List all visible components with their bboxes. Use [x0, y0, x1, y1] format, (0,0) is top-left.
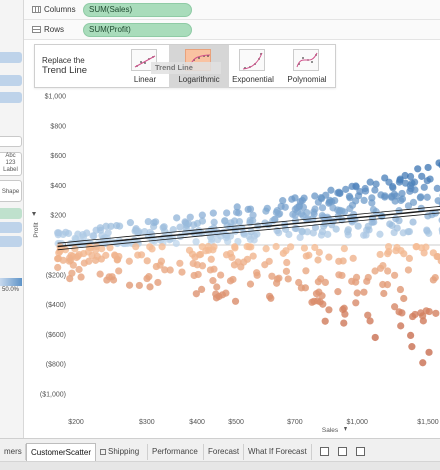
trend-option-linear[interactable]: Linear [115, 45, 175, 88]
sheet-icon [100, 449, 106, 455]
marks-pill[interactable] [0, 236, 22, 247]
trend-option-label: Exponential [232, 75, 274, 84]
rows-shelf[interactable]: Rows SUM(Profit) [24, 20, 440, 40]
columns-pill[interactable]: SUM(Sales) [83, 3, 192, 17]
tab-customer-scatter[interactable]: CustomerScatter [26, 443, 96, 461]
legend-max-label: 50.0% [2, 287, 20, 293]
trend-option-label: Linear [133, 75, 157, 84]
side-panel-field[interactable] [0, 52, 22, 63]
tab-shipping[interactable]: Shipping [96, 444, 148, 460]
marks-pill[interactable] [0, 208, 22, 219]
tab-customers[interactable]: mers [0, 444, 26, 460]
status-bar [0, 461, 440, 470]
columns-icon [32, 6, 41, 13]
rows-pill[interactable]: SUM(Profit) [83, 23, 192, 37]
new-dashboard-icon[interactable] [338, 447, 347, 456]
columns-label: Columns [44, 5, 76, 14]
trend-picker-title: Replace the Trend Line [42, 56, 87, 76]
trend-title-line1: Replace the [42, 56, 85, 65]
label-mark-button[interactable]: Abc 123 Label [0, 152, 22, 176]
polynomial-trend-icon [293, 49, 319, 71]
drag-ghost-label: Trend Line [151, 62, 221, 74]
trend-option-polynomial[interactable]: Polynomial [277, 45, 337, 88]
tab-forecast[interactable]: Forecast [204, 444, 244, 460]
color-legend [0, 278, 22, 286]
marks-pill[interactable] [0, 222, 22, 233]
rows-label: Rows [44, 25, 65, 34]
mark-label-text: Label [3, 167, 18, 173]
side-panel-field[interactable] [0, 75, 22, 86]
exponential-trend-icon [239, 49, 265, 71]
worksheet-canvas [24, 40, 440, 438]
mark-label-abc: Abc [5, 153, 16, 159]
trend-option-label: Logarithmic [178, 75, 220, 84]
tab-performance[interactable]: Performance [148, 444, 204, 460]
new-story-icon[interactable] [356, 447, 365, 456]
tab-shipping-label: Shipping [108, 447, 140, 456]
shape-mark-button[interactable]: Shape [0, 180, 22, 202]
new-worksheet-icon[interactable] [320, 447, 329, 456]
sheet-tab-bar: mers CustomerScatter Shipping Performanc… [0, 438, 440, 470]
shape-label: Shape [1, 189, 20, 195]
trend-option-exponential[interactable]: Exponential [223, 45, 283, 88]
trend-option-label: Polynomial [287, 75, 327, 84]
mark-type-dropdown[interactable] [0, 136, 22, 147]
side-panel: Abc 123 Label Shape 50.0% [0, 0, 24, 438]
mark-label-123: 123 [5, 160, 16, 166]
side-panel-field[interactable] [0, 92, 22, 103]
tab-what-if-forecast[interactable]: What If Forecast [244, 444, 312, 460]
rows-icon [32, 26, 41, 33]
linear-trend-icon [131, 49, 157, 71]
trend-title-line2: Trend Line [42, 65, 88, 76]
columns-shelf[interactable]: Columns SUM(Sales) [24, 0, 440, 20]
